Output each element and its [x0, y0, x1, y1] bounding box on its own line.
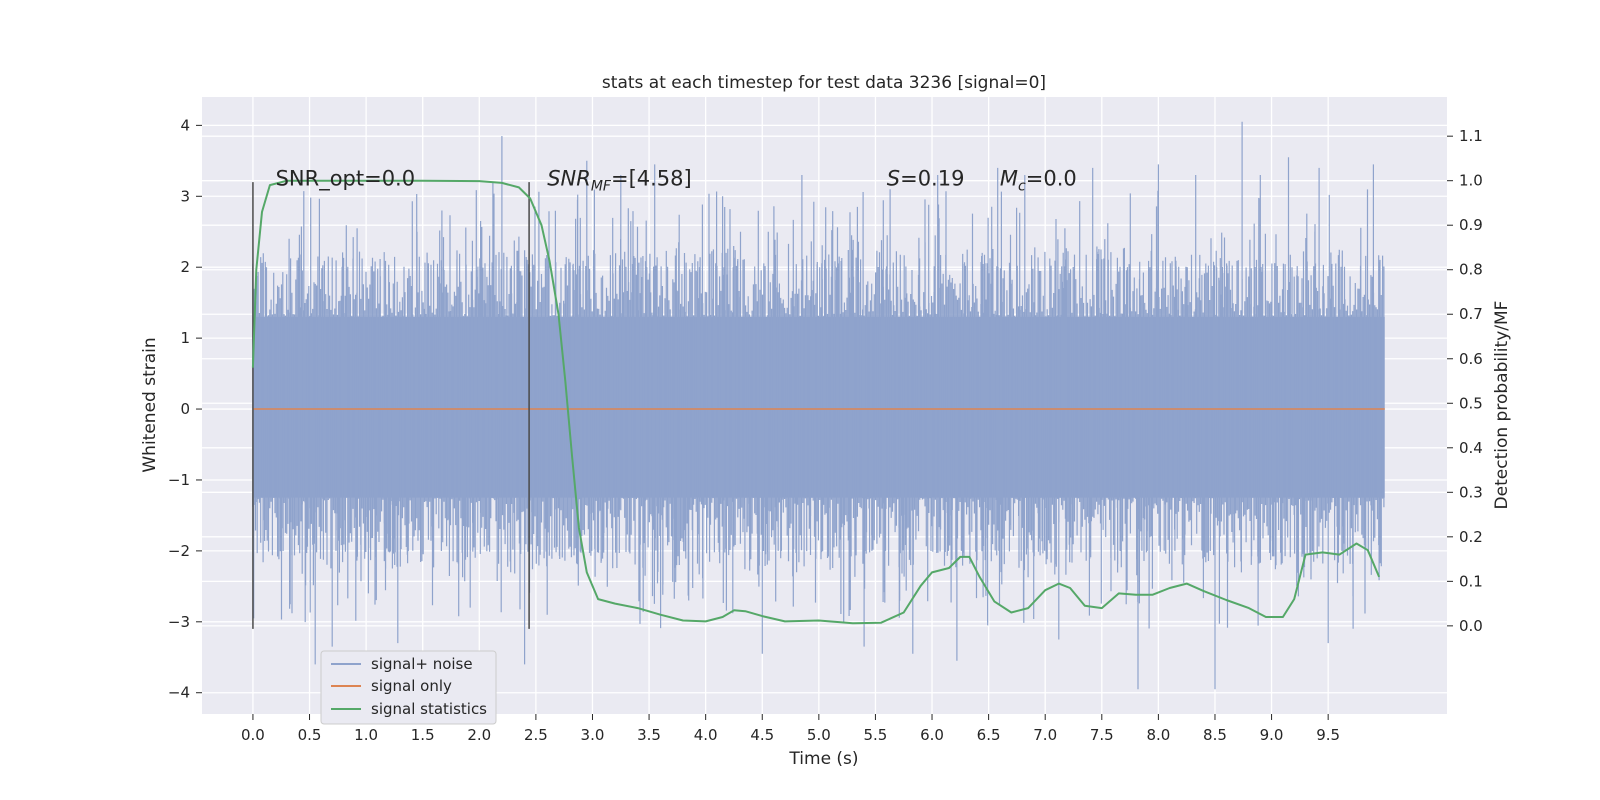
annotations: SNR_opt=0.0 SNRMF=[4.58] S=0.19 Mc=0.0 [276, 167, 1077, 195]
chart-title: stats at each timestep for test data 323… [602, 73, 1046, 93]
x-tick-label: 2.0 [467, 726, 491, 744]
x-tick-label: 4.0 [694, 726, 718, 744]
y-tick-label: 0 [180, 400, 190, 418]
x-tick-label: 7.0 [1033, 726, 1057, 744]
y2-tick-label: 0.9 [1459, 216, 1483, 234]
x-tick-label: 3.5 [637, 726, 661, 744]
legend-label-signal-plus-noise: signal+ noise [371, 655, 473, 673]
y2-tick-label: 0.7 [1459, 305, 1483, 323]
x-tick-label: 2.5 [524, 726, 548, 744]
x-tick-label: 8.0 [1146, 726, 1170, 744]
x-axis-label: Time (s) [788, 749, 858, 769]
y-tick-label: 1 [180, 329, 190, 347]
y-axis-ticks: −4 −3 −2 −1 0 1 2 3 4 [168, 116, 202, 702]
y-tick-label: −1 [168, 471, 190, 489]
legend: signal+ noise signal only signal statist… [320, 650, 497, 725]
y2-tick-label: 0.0 [1459, 617, 1483, 635]
x-axis-ticks: 0.0 0.5 1.0 1.5 2.0 2.5 3.0 3.5 4.0 4.5 5.0 5.5 6.0 6… [241, 714, 1340, 744]
annotation-1: SNRMF=[4.58] [547, 167, 692, 195]
y-tick-label: 2 [180, 258, 190, 276]
vertical-markers [252, 182, 530, 629]
y-tick-label: 3 [180, 187, 190, 205]
y2-tick-label: 0.2 [1459, 528, 1483, 546]
y-tick-label: −3 [168, 613, 190, 631]
legend-label-signal-only: signal only [371, 677, 452, 695]
y2-tick-label: 1.1 [1459, 127, 1483, 145]
annotation-0: SNR_opt=0.0 [276, 167, 416, 192]
x-tick-label: 3.0 [581, 726, 605, 744]
x-tick-label: 6.5 [977, 726, 1001, 744]
legend-label-signal-statistics: signal statistics [371, 700, 487, 718]
x-tick-label: 9.0 [1260, 726, 1284, 744]
y2-tick-label: 0.1 [1459, 572, 1483, 590]
x-tick-label: 7.5 [1090, 726, 1114, 744]
x-tick-label: 1.5 [411, 726, 435, 744]
y-tick-label: −2 [168, 542, 190, 560]
y-axis-label: Whitened strain [140, 337, 160, 472]
signal-statistics-line [251, 179, 1381, 625]
annotation-2: S=0.19 [887, 167, 965, 191]
annotation-3: Mc=0.0 [1000, 167, 1077, 195]
x-tick-label: 6.0 [920, 726, 944, 744]
y2-tick-label: 0.5 [1459, 394, 1483, 412]
series-signal-statistics [251, 179, 1381, 625]
y2-tick-label: 0.6 [1459, 350, 1483, 368]
series-signal-plus-noise [252, 121, 1385, 690]
x-tick-label: 8.5 [1203, 726, 1227, 744]
y-tick-label: −4 [168, 684, 190, 702]
y2-axis-ticks: 0.0 0.1 0.2 0.3 0.4 0.5 0.6 0.7 0.8 0.9 1.0 1.1 [1447, 127, 1483, 635]
x-tick-label: 5.0 [807, 726, 831, 744]
y2-axis-label: Detection probability/MF [1492, 301, 1512, 510]
y2-tick-label: 1.0 [1459, 172, 1483, 190]
legend-box [320, 650, 497, 725]
x-tick-label: 0.0 [241, 726, 265, 744]
y-tick-label: 4 [180, 116, 190, 134]
y2-tick-label: 0.8 [1459, 261, 1483, 279]
x-tick-label: 1.0 [354, 726, 378, 744]
x-tick-label: 9.5 [1316, 726, 1340, 744]
y2-tick-label: 0.3 [1459, 483, 1483, 501]
x-tick-label: 5.5 [864, 726, 888, 744]
y2-tick-label: 0.4 [1459, 439, 1483, 457]
x-tick-label: 4.5 [750, 726, 774, 744]
x-tick-label: 0.5 [298, 726, 322, 744]
